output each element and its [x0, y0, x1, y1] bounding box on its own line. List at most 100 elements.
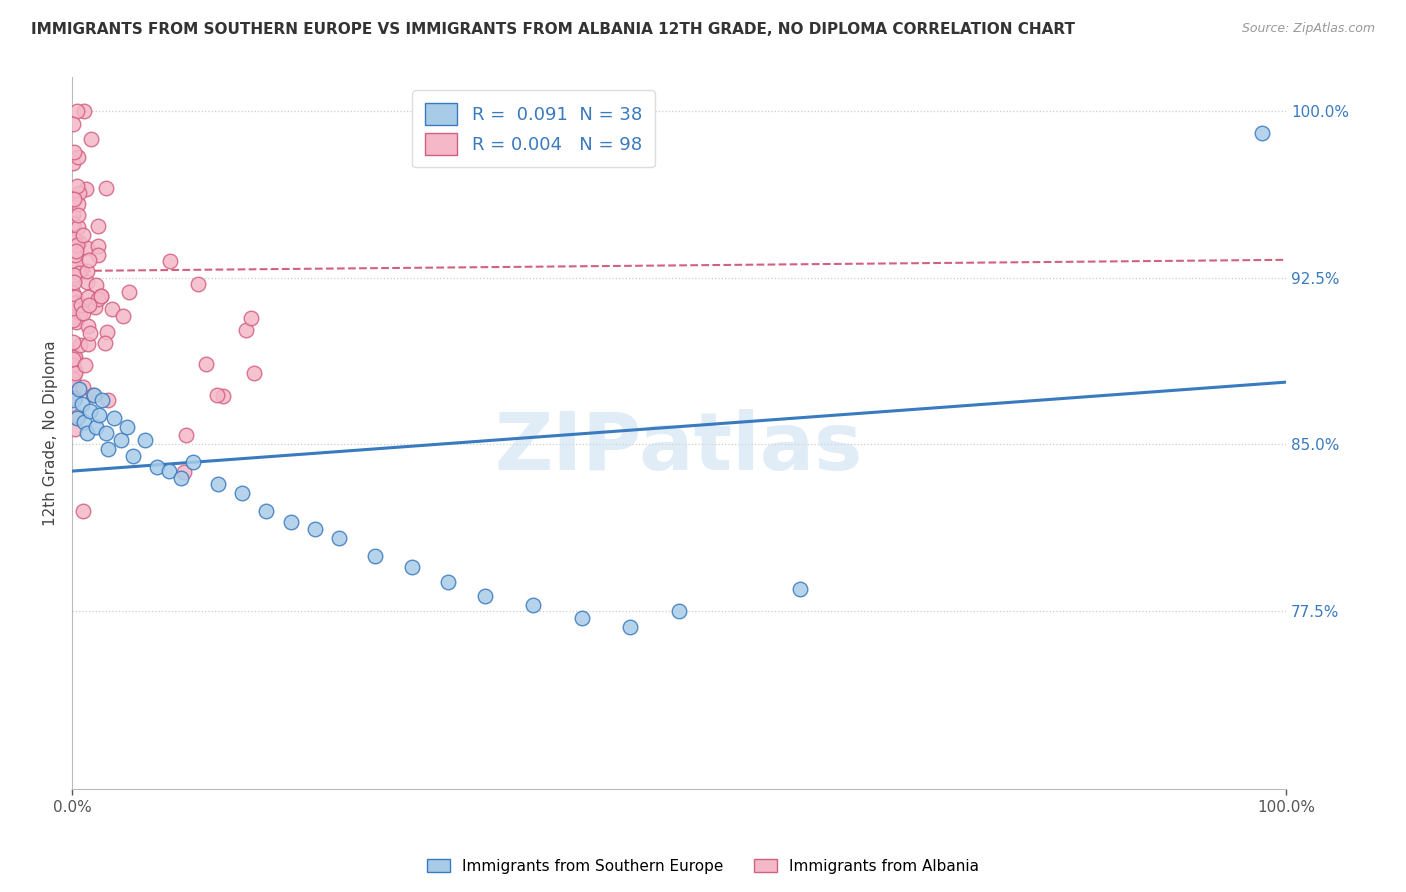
Point [146, 459, 169, 474]
Point [62, 268, 84, 282]
Point [170, 471, 193, 485]
Point [84, 278, 107, 293]
Point [67, 186, 90, 200]
Point [66, 150, 89, 164]
Point [195, 358, 218, 372]
Point [63, 392, 86, 407]
Point [789, 582, 811, 596]
Point [254, 504, 277, 518]
Point [62, 313, 84, 327]
Point [173, 465, 195, 479]
Point [110, 433, 132, 447]
Point [66, 410, 89, 425]
Point [67, 304, 90, 318]
Point [62, 358, 84, 372]
Point [115, 419, 138, 434]
Point [90, 289, 112, 303]
Point [63, 391, 86, 405]
Point [63, 290, 86, 304]
Point [67, 208, 90, 222]
Point [205, 388, 228, 402]
Text: IMMIGRANTS FROM SOUTHERN EUROPE VS IMMIGRANTS FROM ALBANIA 12TH GRADE, NO DIPLOM: IMMIGRANTS FROM SOUTHERN EUROPE VS IMMIG… [31, 22, 1076, 37]
Point [69, 306, 91, 320]
Point [73, 103, 96, 118]
Point [63, 364, 86, 378]
Point [86, 219, 108, 234]
Point [69, 298, 91, 312]
Point [401, 559, 423, 574]
Text: Source: ZipAtlas.com: Source: ZipAtlas.com [1241, 22, 1375, 36]
Point [75, 358, 97, 372]
Point [118, 285, 141, 300]
Point [83, 388, 105, 402]
Point [304, 522, 326, 536]
Point [364, 549, 387, 563]
Point [66, 238, 89, 252]
Point [79, 252, 101, 267]
Point [67, 409, 90, 424]
Point [111, 309, 134, 323]
Point [207, 477, 229, 491]
Point [82, 388, 104, 402]
Point [65, 305, 87, 319]
Point [70, 397, 93, 411]
Point [94, 181, 117, 195]
Point [76, 318, 98, 333]
Point [84, 419, 107, 434]
Point [72, 379, 94, 393]
Legend: Immigrants from Southern Europe, Immigrants from Albania: Immigrants from Southern Europe, Immigra… [420, 853, 986, 880]
Point [91, 392, 114, 407]
Point [62, 232, 84, 246]
Point [63, 295, 86, 310]
Point [121, 449, 143, 463]
Point [67, 219, 90, 234]
Point [619, 620, 641, 634]
Y-axis label: 12th Grade, No Diploma: 12th Grade, No Diploma [44, 341, 58, 526]
Point [571, 611, 593, 625]
Point [62, 117, 84, 131]
Point [67, 266, 90, 280]
Point [62, 285, 84, 300]
Point [1250, 126, 1272, 140]
Point [97, 442, 120, 456]
Point [87, 239, 110, 253]
Point [62, 218, 84, 232]
Point [62, 268, 84, 283]
Point [62, 349, 84, 363]
Point [65, 255, 87, 269]
Point [157, 464, 180, 478]
Point [63, 248, 86, 262]
Point [67, 235, 90, 249]
Point [76, 264, 98, 278]
Point [94, 426, 117, 441]
Point [328, 531, 350, 545]
Point [97, 392, 120, 407]
Point [62, 192, 84, 206]
Point [63, 145, 86, 159]
Point [183, 455, 205, 469]
Point [75, 181, 97, 195]
Point [63, 351, 86, 365]
Text: ZIPatlas: ZIPatlas [495, 409, 863, 486]
Point [62, 192, 84, 206]
Legend: R =  0.091  N = 38, R = 0.004   N = 98: R = 0.091 N = 38, R = 0.004 N = 98 [412, 90, 655, 168]
Point [134, 433, 156, 447]
Point [159, 254, 181, 268]
Point [62, 301, 84, 316]
Point [76, 241, 98, 255]
Point [63, 422, 86, 436]
Point [63, 275, 86, 289]
Point [76, 290, 98, 304]
Point [73, 415, 96, 429]
Point [72, 504, 94, 518]
Point [77, 298, 100, 312]
Point [93, 336, 115, 351]
Point [65, 315, 87, 329]
Point [79, 326, 101, 340]
Point [62, 247, 84, 261]
Point [63, 232, 86, 246]
Point [79, 132, 101, 146]
Point [96, 325, 118, 339]
Point [62, 352, 84, 367]
Point [67, 382, 90, 396]
